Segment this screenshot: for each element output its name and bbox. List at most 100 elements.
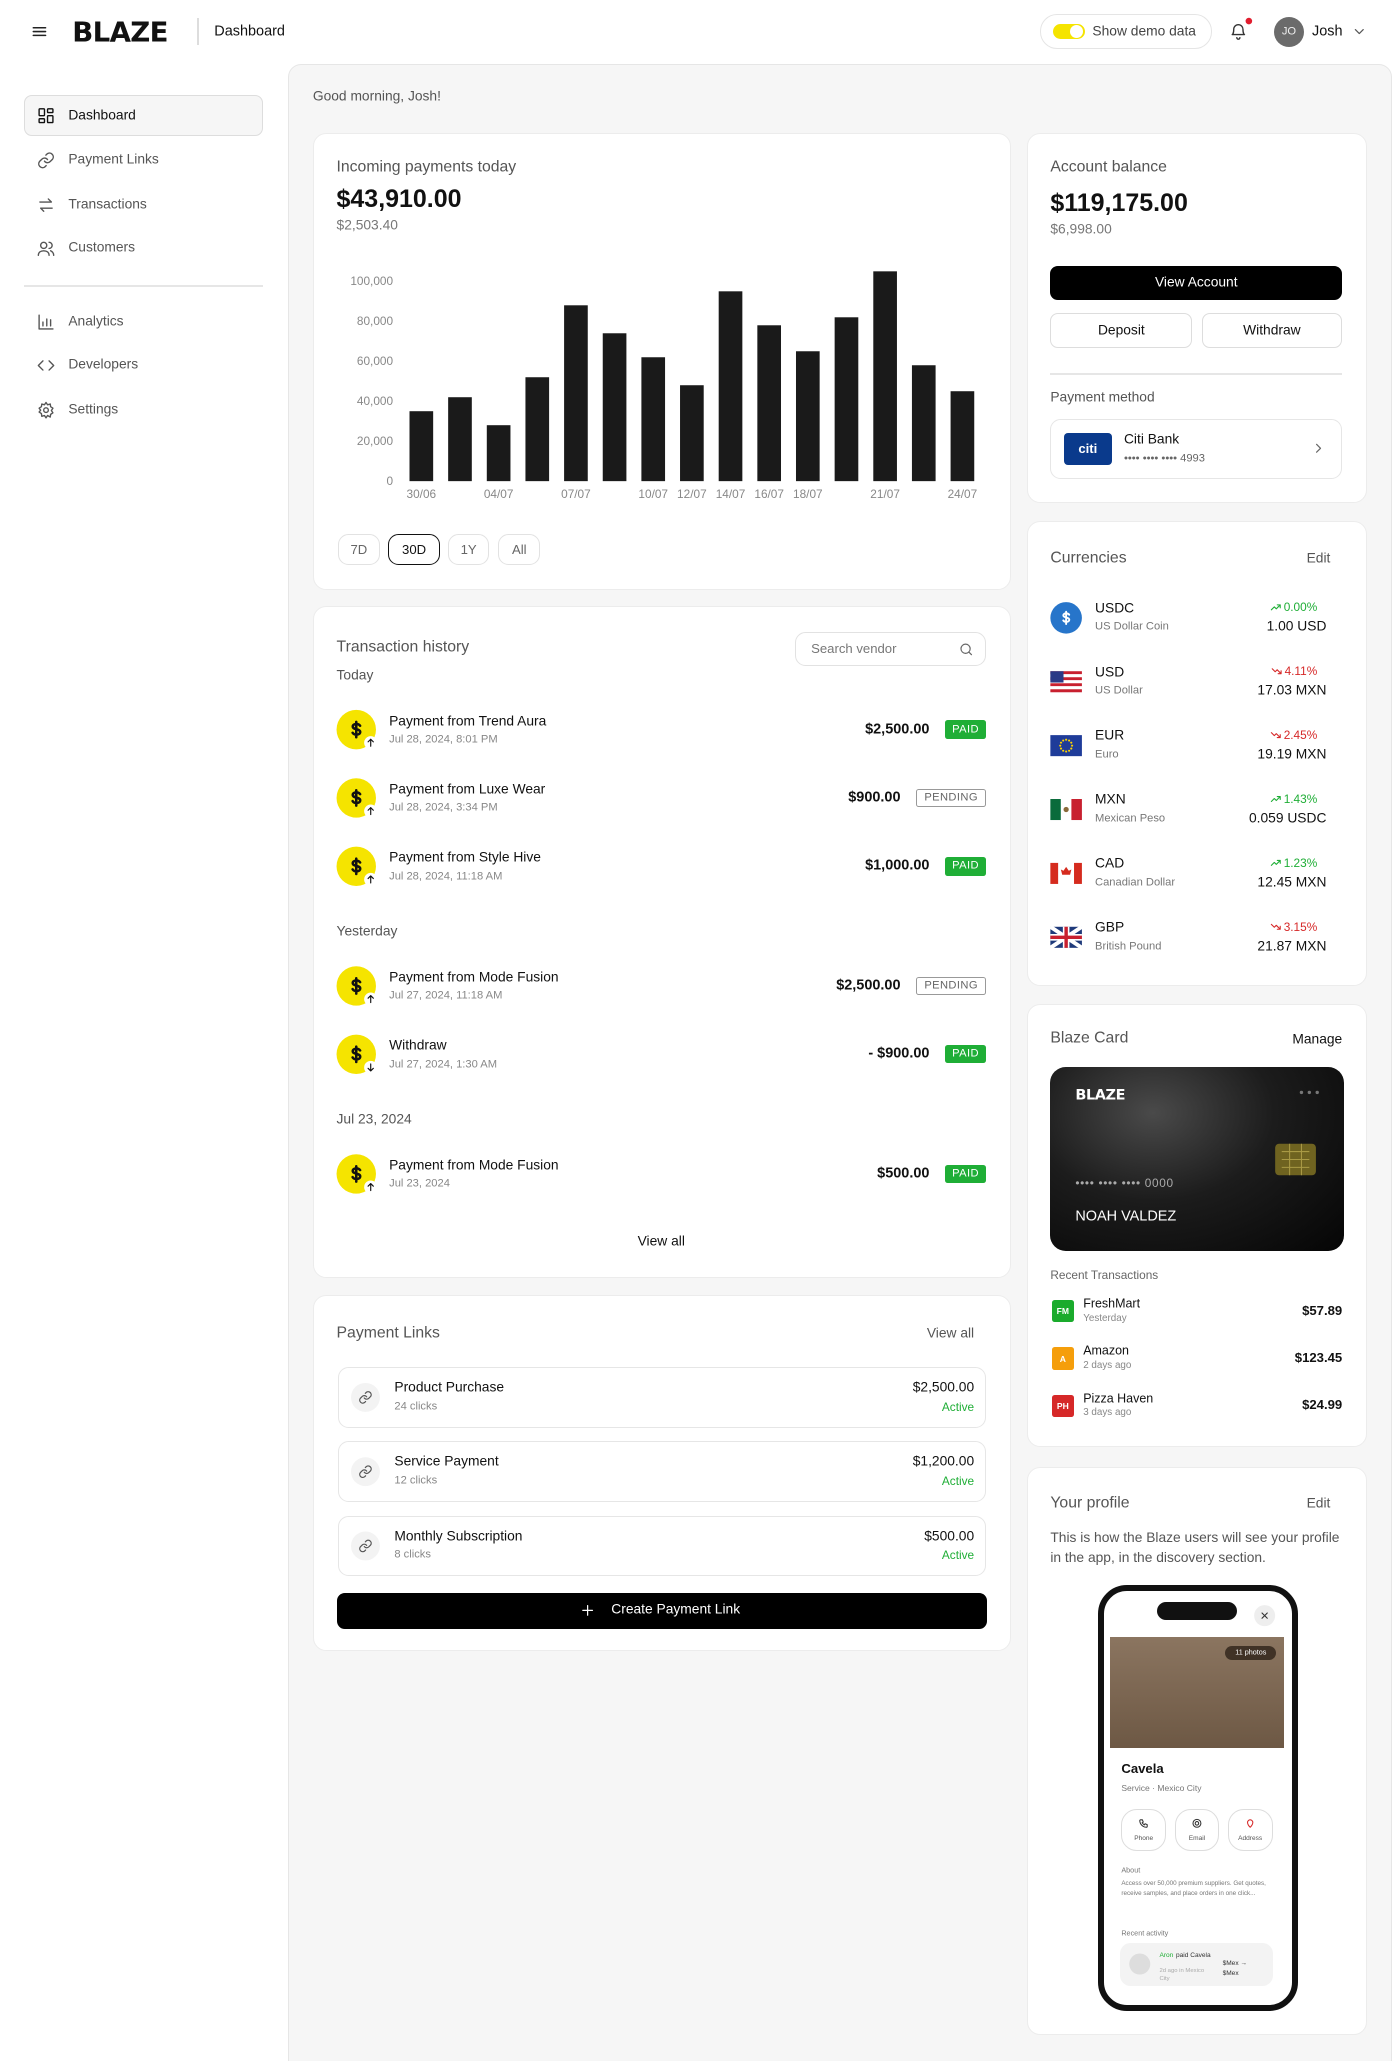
link-amount: $500.00 — [924, 1528, 975, 1544]
x-tick-label: 14/07 — [715, 487, 746, 502]
range-label[interactable]: 1Y — [460, 541, 477, 557]
manage-link[interactable]: Manage — [1292, 1031, 1343, 1047]
nav-item[interactable] — [24, 345, 263, 386]
tx-title: Payment from Mode Fusion — [389, 969, 559, 985]
action-button[interactable] — [1227, 1808, 1273, 1851]
action-button[interactable] — [1174, 1808, 1220, 1851]
currency-change: 0.00% — [1283, 600, 1318, 615]
status-label: PENDING — [924, 979, 978, 992]
photos-badge-label: 11 photos — [1235, 1647, 1267, 1657]
business-name: Cavela — [1121, 1761, 1164, 1777]
button-label[interactable]: Create Payment Link — [611, 1602, 741, 1618]
status-badge — [916, 976, 986, 996]
link-status: Active — [941, 1548, 975, 1563]
status-label: PENDING — [924, 791, 978, 804]
amount: $43,910.00 — [336, 184, 462, 213]
edit-link[interactable]: Edit — [1306, 1495, 1331, 1511]
card-title: Account balance — [1050, 158, 1167, 176]
status-badge — [945, 720, 986, 739]
currencies-card — [1026, 520, 1368, 986]
currency-value: 21.87 MXN — [1257, 938, 1327, 954]
currency-name: US Dollar Coin — [1095, 620, 1169, 633]
merchant-initials: A — [1059, 1353, 1066, 1364]
link-row[interactable] — [337, 1515, 986, 1577]
currency-change: 2.45% — [1283, 728, 1318, 743]
action-label[interactable]: Address — [1238, 1835, 1263, 1843]
greeting: Good morning, Josh! — [312, 88, 441, 104]
range-label[interactable]: 30D — [402, 541, 427, 557]
link-name: Monthly Subscription — [394, 1528, 523, 1544]
nav-label[interactable]: Developers — [68, 357, 139, 373]
create-link-button[interactable] — [336, 1593, 988, 1629]
currency-change: 1.23% — [1283, 855, 1318, 870]
link-name: Service Payment — [394, 1454, 499, 1470]
range-button[interactable] — [498, 533, 541, 566]
button-label[interactable]: Withdraw — [1243, 322, 1301, 338]
button-label[interactable]: Deposit — [1097, 322, 1145, 338]
nav-label[interactable]: Settings — [68, 401, 119, 417]
nav-label[interactable]: Dashboard — [68, 107, 136, 123]
search-placeholder[interactable]: Search vendor — [811, 641, 897, 657]
nav-item-active[interactable] — [23, 95, 263, 137]
action-label[interactable]: Email — [1188, 1835, 1206, 1843]
merchant-initials: FM — [1056, 1306, 1070, 1317]
withdraw-button[interactable] — [1201, 312, 1343, 349]
card-number: •••• •••• •••• 0000 — [1075, 1176, 1174, 1191]
range-button-active[interactable] — [387, 533, 441, 566]
tx-title: Payment from Mode Fusion — [389, 1157, 559, 1173]
range-label[interactable]: 7D — [350, 541, 368, 557]
status-badge — [916, 788, 986, 808]
nav-item[interactable] — [24, 390, 263, 431]
action-button[interactable] — [1121, 1808, 1167, 1851]
user-name: Josh — [1311, 22, 1343, 39]
nav-label[interactable]: Customers — [68, 240, 136, 256]
merchant-time: 3 days ago — [1083, 1407, 1132, 1419]
divider — [1050, 373, 1343, 375]
link-row[interactable] — [337, 1441, 986, 1502]
button-label[interactable]: View Account — [1154, 274, 1238, 290]
section-title: Payment method — [1050, 390, 1155, 406]
tx-amount: $2,500.00 — [836, 977, 901, 994]
bank-box[interactable] — [1050, 419, 1343, 479]
toggle-label: Show demo data — [1092, 23, 1196, 39]
currency-code: CAD — [1095, 855, 1125, 871]
link-name: Product Purchase — [394, 1379, 505, 1395]
card-title: Transaction history — [336, 638, 470, 656]
transactions-card — [312, 606, 1011, 1278]
group-label: Jul 23, 2024 — [336, 1111, 412, 1127]
merchant-time: Yesterday — [1083, 1312, 1127, 1324]
link-status: Active — [941, 1399, 975, 1414]
tx-title: Payment from Luxe Wear — [389, 781, 546, 797]
card-title: Payment Links — [336, 1324, 440, 1342]
nav-label[interactable]: Payment Links — [68, 152, 159, 168]
currency-name: Mexican Peso — [1095, 812, 1166, 825]
action-label[interactable]: Phone — [1134, 1835, 1154, 1843]
avatar-initials: JO — [1281, 25, 1297, 38]
card-holder: NOAH VALDEZ — [1075, 1208, 1177, 1225]
merchant-badge — [1051, 1300, 1075, 1323]
x-tick-label: 21/07 — [870, 487, 900, 502]
view-account-button[interactable] — [1050, 265, 1343, 300]
card-logo: BLAZE — [1075, 1087, 1126, 1104]
nav-label[interactable]: Analytics — [68, 313, 124, 329]
range-label[interactable]: All — [511, 541, 527, 557]
search-box[interactable] — [795, 632, 986, 667]
nav-label[interactable]: Transactions — [68, 196, 147, 212]
merchant-amount: $123.45 — [1294, 1350, 1343, 1366]
tx-date: Jul 28, 2024, 8:01 PM — [389, 733, 498, 746]
nav-item[interactable] — [24, 302, 263, 343]
card-title: Currencies — [1050, 549, 1127, 567]
range-button[interactable] — [337, 533, 380, 566]
view-all[interactable]: View all — [637, 1234, 685, 1250]
status-label: PAID — [952, 1047, 979, 1060]
deposit-button[interactable] — [1050, 312, 1193, 349]
edit-link[interactable]: Edit — [1306, 550, 1331, 566]
nav-item[interactable] — [24, 228, 263, 269]
business-subtitle: Service · Mexico City — [1121, 1782, 1202, 1793]
view-all[interactable]: View all — [926, 1326, 975, 1342]
range-button[interactable] — [448, 533, 490, 566]
link-row[interactable] — [337, 1367, 986, 1428]
currency-code: MXN — [1095, 792, 1126, 808]
y-tick-label: 0 — [386, 474, 394, 489]
